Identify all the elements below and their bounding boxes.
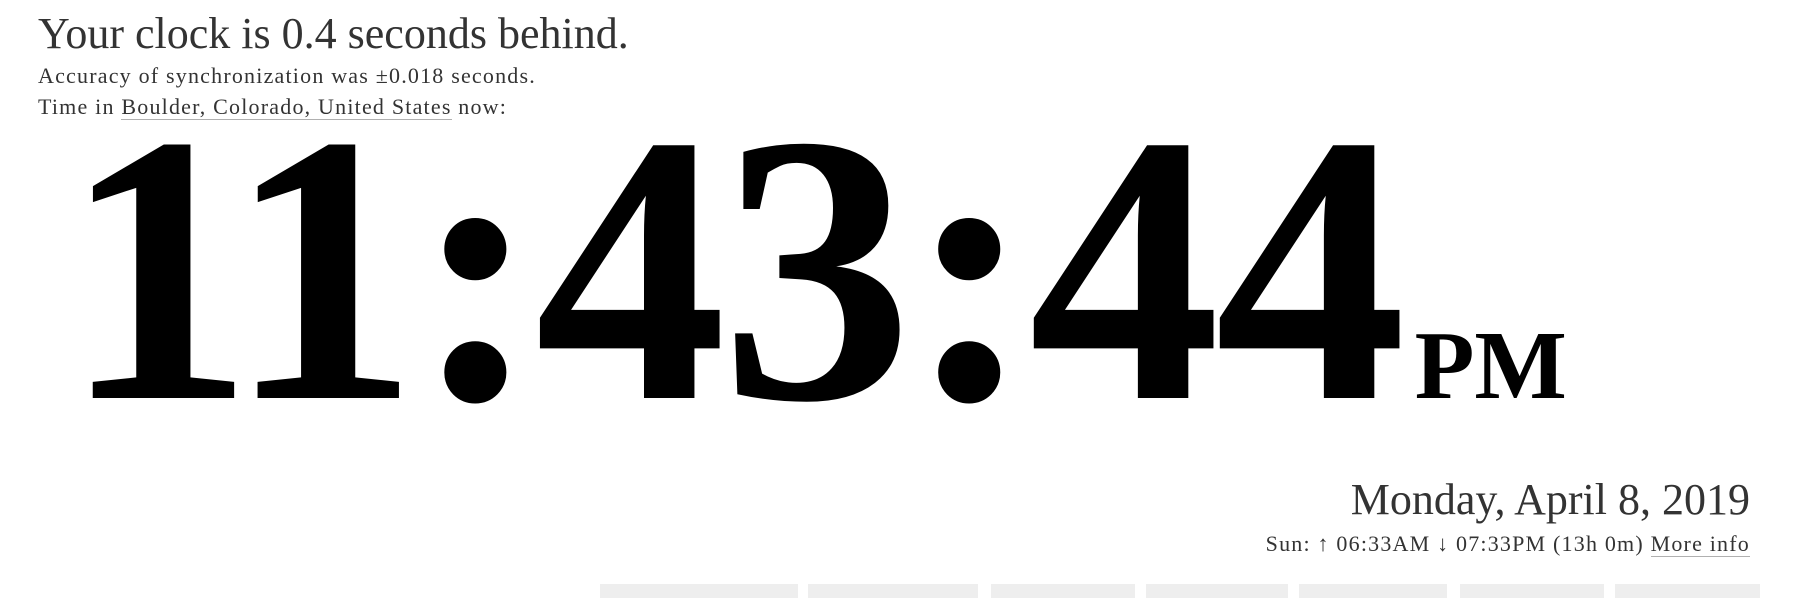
clock-time: 11:43:44 (62, 57, 1407, 482)
up-arrow-icon: ↑ (1317, 531, 1330, 556)
bottom-tab-5[interactable] (1299, 584, 1447, 598)
location-line: Time in Boulder, Colorado, United States… (38, 93, 507, 121)
down-arrow-icon: ↓ (1437, 531, 1450, 556)
bottom-tab-bar (0, 584, 1804, 598)
clock-ampm: PM (1414, 312, 1567, 420)
sunrise-time: 06:33AM (1329, 531, 1438, 556)
bottom-tab-6[interactable] (1460, 584, 1604, 598)
current-date: Monday, April 8, 2019 (1350, 475, 1750, 524)
main-clock: 11:43:44 PM (62, 78, 1567, 462)
bottom-tab-7[interactable] (1615, 584, 1760, 598)
bottom-tab-3[interactable] (991, 584, 1135, 598)
clock-offset-status: Your clock is 0.4 seconds behind. (38, 9, 629, 58)
sun-info: Sun: ↑ 06:33AM ↓ 07:33PM (13h 0m) More i… (1266, 530, 1750, 558)
sun-label: Sun: (1265, 531, 1318, 556)
sync-accuracy-text: Accuracy of synchronization was ±0.018 s… (38, 63, 536, 88)
more-info-link[interactable]: More info (1650, 531, 1750, 557)
location-prefix: Time in (38, 94, 122, 119)
location-link[interactable]: Boulder, Colorado, United States (121, 94, 452, 120)
location-suffix: now: (451, 94, 508, 119)
bottom-tab-2[interactable] (808, 584, 978, 598)
bottom-tab-4[interactable] (1146, 584, 1288, 598)
sunset-time: 07:33PM (1449, 531, 1554, 556)
day-length: (13h 0m) (1553, 531, 1644, 556)
bottom-tab-1[interactable] (600, 584, 798, 598)
